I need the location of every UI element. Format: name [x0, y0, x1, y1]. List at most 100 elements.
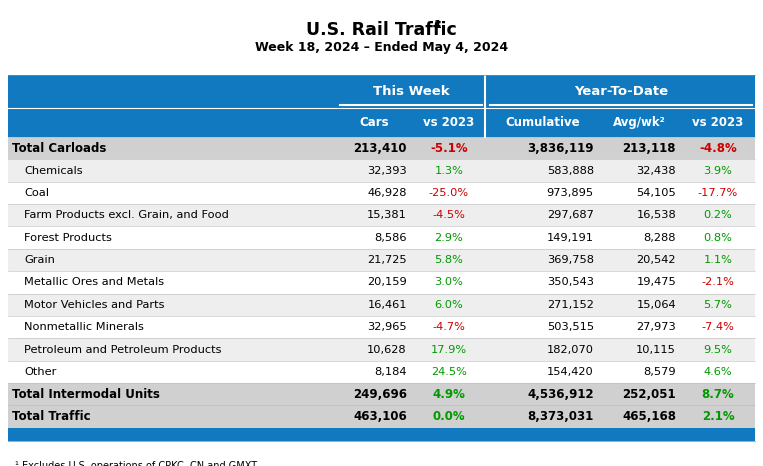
Text: Total Intermodal Units: Total Intermodal Units: [12, 388, 160, 401]
Text: This Week: This Week: [373, 85, 449, 98]
Text: 252,051: 252,051: [623, 388, 676, 401]
Text: 8,373,031: 8,373,031: [527, 410, 594, 423]
Text: 32,965: 32,965: [367, 322, 407, 332]
Text: Cumulative: Cumulative: [505, 116, 580, 129]
Text: Other: Other: [24, 367, 56, 377]
Text: 5.7%: 5.7%: [703, 300, 732, 310]
Bar: [8, 316, 755, 338]
Text: 369,758: 369,758: [547, 255, 594, 265]
Bar: [8, 361, 755, 383]
Text: 154,420: 154,420: [547, 367, 594, 377]
Text: 0.2%: 0.2%: [703, 210, 732, 220]
Text: 17.9%: 17.9%: [431, 344, 467, 355]
Text: 463,106: 463,106: [353, 410, 407, 423]
Text: -7.4%: -7.4%: [701, 322, 735, 332]
Text: 350,543: 350,543: [547, 277, 594, 288]
Bar: [8, 108, 755, 137]
Text: 32,393: 32,393: [367, 165, 407, 176]
Text: 8.7%: 8.7%: [702, 388, 734, 401]
Text: 1: 1: [433, 20, 441, 29]
Text: 16,461: 16,461: [367, 300, 407, 310]
Text: Grain: Grain: [24, 255, 55, 265]
Text: 2.1%: 2.1%: [702, 410, 734, 423]
Text: Year-To-Date: Year-To-Date: [574, 85, 668, 98]
Text: 249,696: 249,696: [353, 388, 407, 401]
Bar: [8, 405, 755, 428]
Text: 54,105: 54,105: [636, 188, 676, 198]
Text: 3.9%: 3.9%: [703, 165, 732, 176]
Text: 182,070: 182,070: [547, 344, 594, 355]
Text: 24.5%: 24.5%: [431, 367, 467, 377]
Text: 4.9%: 4.9%: [433, 388, 465, 401]
Text: 6.0%: 6.0%: [434, 300, 463, 310]
Text: Motor Vehicles and Parts: Motor Vehicles and Parts: [24, 300, 165, 310]
Bar: [8, 226, 755, 249]
Bar: [8, 294, 755, 316]
Text: 1.1%: 1.1%: [703, 255, 732, 265]
Bar: [8, 75, 755, 108]
Text: 5.8%: 5.8%: [434, 255, 463, 265]
Text: 21,725: 21,725: [367, 255, 407, 265]
Text: ¹ Excludes U.S. operations of CPKC, CN and GMXT.: ¹ Excludes U.S. operations of CPKC, CN a…: [15, 461, 259, 466]
Text: 2.9%: 2.9%: [434, 233, 463, 243]
Bar: [8, 137, 755, 159]
Bar: [8, 249, 755, 271]
Text: 8,579: 8,579: [643, 367, 676, 377]
Text: 3,836,119: 3,836,119: [527, 142, 594, 155]
Text: 9.5%: 9.5%: [703, 344, 732, 355]
Text: 0.0%: 0.0%: [433, 410, 465, 423]
Text: 149,191: 149,191: [547, 233, 594, 243]
Text: 4.6%: 4.6%: [703, 367, 732, 377]
Text: 297,687: 297,687: [547, 210, 594, 220]
Text: Nonmetallic Minerals: Nonmetallic Minerals: [24, 322, 144, 332]
Text: 583,888: 583,888: [546, 165, 594, 176]
Text: -2.1%: -2.1%: [701, 277, 735, 288]
Text: 46,928: 46,928: [367, 188, 407, 198]
Text: 10,628: 10,628: [367, 344, 407, 355]
Text: 8,184: 8,184: [375, 367, 407, 377]
Text: 16,538: 16,538: [636, 210, 676, 220]
Text: -4.5%: -4.5%: [433, 210, 465, 220]
Text: Metallic Ores and Metals: Metallic Ores and Metals: [24, 277, 165, 288]
Text: 0.8%: 0.8%: [703, 233, 732, 243]
Text: -4.8%: -4.8%: [699, 142, 737, 155]
Text: 20,159: 20,159: [367, 277, 407, 288]
Text: -17.7%: -17.7%: [698, 188, 738, 198]
Text: vs 2023: vs 2023: [423, 116, 475, 129]
Text: vs 2023: vs 2023: [692, 116, 744, 129]
Text: 32,438: 32,438: [636, 165, 676, 176]
Text: 10,115: 10,115: [636, 344, 676, 355]
Bar: [8, 428, 755, 441]
Bar: [8, 182, 755, 204]
Bar: [8, 271, 755, 294]
Text: Total Traffic: Total Traffic: [12, 410, 91, 423]
Text: 15,064: 15,064: [636, 300, 676, 310]
Text: 213,410: 213,410: [353, 142, 407, 155]
Text: Total Carloads: Total Carloads: [12, 142, 107, 155]
Text: Farm Products excl. Grain, and Food: Farm Products excl. Grain, and Food: [24, 210, 230, 220]
Text: 8,586: 8,586: [375, 233, 407, 243]
Text: Cars: Cars: [359, 116, 389, 129]
Text: Petroleum and Petroleum Products: Petroleum and Petroleum Products: [24, 344, 222, 355]
Text: 20,542: 20,542: [636, 255, 676, 265]
Text: 19,475: 19,475: [636, 277, 676, 288]
Text: 503,515: 503,515: [546, 322, 594, 332]
Bar: [8, 338, 755, 361]
Text: 1.3%: 1.3%: [434, 165, 463, 176]
Bar: [8, 204, 755, 226]
Bar: [8, 383, 755, 405]
Text: -25.0%: -25.0%: [429, 188, 468, 198]
Text: 465,168: 465,168: [622, 410, 676, 423]
Text: -5.1%: -5.1%: [430, 142, 468, 155]
Text: 4,536,912: 4,536,912: [527, 388, 594, 401]
Text: 8,288: 8,288: [643, 233, 676, 243]
Text: -4.7%: -4.7%: [433, 322, 465, 332]
Text: U.S. Rail Traffic: U.S. Rail Traffic: [306, 21, 457, 39]
Text: 27,973: 27,973: [636, 322, 676, 332]
Text: 213,118: 213,118: [623, 142, 676, 155]
Text: 271,152: 271,152: [547, 300, 594, 310]
Text: Avg/wk²: Avg/wk²: [613, 116, 666, 129]
Text: Coal: Coal: [24, 188, 50, 198]
Text: Chemicals: Chemicals: [24, 165, 83, 176]
Text: Week 18, 2024 – Ended May 4, 2024: Week 18, 2024 – Ended May 4, 2024: [255, 41, 508, 54]
